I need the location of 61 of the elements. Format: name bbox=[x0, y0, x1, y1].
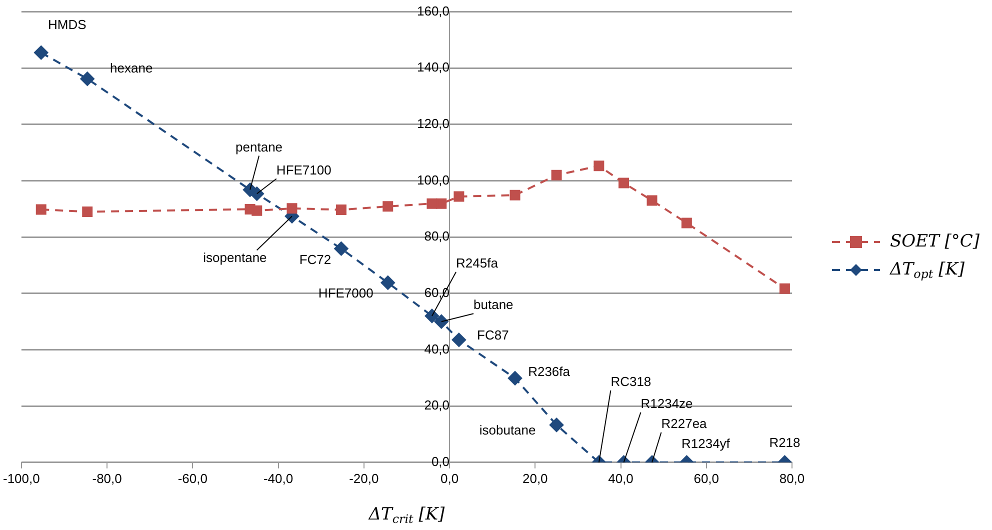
legend-label: SOET [°C] bbox=[890, 231, 980, 252]
point bbox=[646, 195, 658, 206]
point bbox=[286, 203, 298, 214]
y-tick-label: 160,0 bbox=[416, 3, 450, 18]
point bbox=[36, 204, 46, 215]
point bbox=[80, 72, 94, 86]
x-tick-label: -100,0 bbox=[2, 470, 40, 486]
y-tick-label: 20,0 bbox=[424, 398, 450, 413]
point bbox=[34, 46, 48, 60]
point bbox=[250, 186, 264, 201]
point bbox=[252, 205, 262, 216]
point bbox=[380, 276, 395, 290]
point bbox=[550, 418, 564, 432]
x-tick-label: -80,0 bbox=[92, 470, 122, 486]
point bbox=[434, 314, 448, 329]
point bbox=[334, 242, 348, 256]
point bbox=[452, 332, 466, 347]
annotation: FC72 bbox=[299, 252, 332, 268]
point bbox=[594, 160, 604, 172]
x-tick-label: 80,0 bbox=[779, 470, 805, 486]
annotation: R236fa bbox=[528, 364, 571, 379]
x-tick-label: -40,0 bbox=[263, 470, 294, 486]
annotation: isopentane bbox=[203, 250, 267, 265]
point bbox=[508, 371, 522, 386]
point bbox=[681, 218, 692, 228]
annotation: R1234ze bbox=[640, 396, 693, 411]
point bbox=[424, 308, 439, 323]
point bbox=[426, 198, 438, 209]
point bbox=[336, 204, 346, 216]
point bbox=[779, 283, 790, 294]
x-tick-label: 40,0 bbox=[608, 470, 634, 486]
annotation: RC318 bbox=[610, 374, 652, 389]
annotation: isobutane bbox=[479, 422, 536, 438]
point bbox=[510, 190, 520, 200]
y-tick-label: 40,0 bbox=[424, 341, 450, 356]
annotation: hexane bbox=[110, 60, 153, 76]
y-tick-label: 120,0 bbox=[416, 116, 450, 132]
annotation: R1234yf bbox=[681, 436, 730, 451]
y-tick-label: 80,0 bbox=[424, 228, 450, 244]
y-tick-label: 0,0 bbox=[431, 454, 450, 469]
x-tick-label: -20,0 bbox=[349, 470, 379, 486]
point bbox=[454, 191, 464, 202]
x-tick-label: -60,0 bbox=[178, 470, 208, 486]
point bbox=[436, 198, 447, 209]
x-tick-label: 20,0 bbox=[522, 470, 548, 486]
point bbox=[618, 178, 629, 188]
point bbox=[382, 201, 394, 212]
annotation: pentane bbox=[236, 139, 283, 154]
annotation: R227ea bbox=[661, 416, 708, 431]
point bbox=[551, 170, 562, 180]
annotation: R218 bbox=[769, 434, 800, 450]
y-tick-label: 100,0 bbox=[416, 172, 450, 188]
annotation: R245fa bbox=[456, 256, 499, 271]
point bbox=[82, 206, 93, 217]
annotation: FC87 bbox=[477, 327, 509, 342]
annotation: butane bbox=[474, 297, 514, 312]
annotation: HFE7000 bbox=[318, 285, 374, 300]
annotation: HFE7100 bbox=[276, 162, 332, 178]
x-tick-label: 60,0 bbox=[694, 470, 720, 486]
annotation: HMDS bbox=[48, 17, 87, 32]
y-tick-label: 140,0 bbox=[416, 60, 450, 75]
